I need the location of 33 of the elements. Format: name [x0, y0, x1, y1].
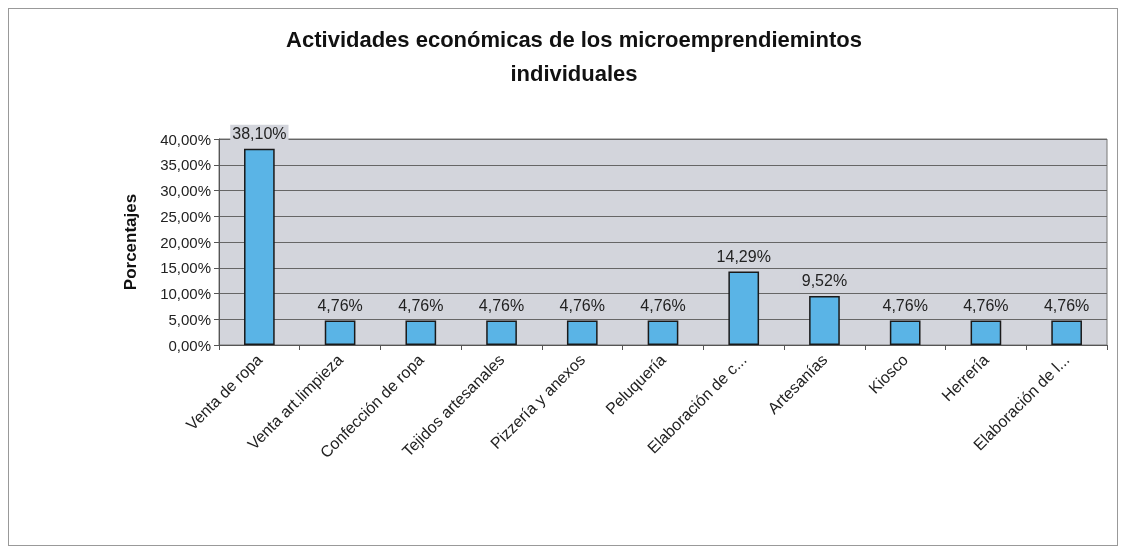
y-tick-label: 25,00%	[160, 207, 211, 225]
data-label: 9,52%	[801, 272, 848, 290]
y-tick-label: 30,00%	[160, 182, 211, 199]
data-label: 4,76%	[1043, 296, 1090, 314]
data-label: 4,76%	[478, 296, 525, 314]
data-label: 4,76%	[398, 296, 444, 314]
data-label: 4,76%	[559, 296, 605, 314]
y-tick-label: 35,00%	[160, 156, 211, 174]
bar	[889, 320, 921, 345]
y-tick-label: 20,00%	[160, 233, 211, 251]
bar	[1051, 320, 1082, 345]
bar	[486, 320, 517, 345]
data-label: 4,76%	[317, 296, 363, 314]
y-tick-label: 10,00%	[160, 285, 211, 302]
data-label: 4,76%	[963, 296, 1009, 314]
y-tick-label: 15,00%	[160, 259, 211, 277]
bar	[244, 148, 275, 345]
y-axis-title: Porcentajes	[121, 193, 140, 291]
data-label: 4,76%	[882, 296, 928, 314]
bar	[566, 320, 598, 345]
chart-title: Actividades económicas de los microemprendiemintos individuales	[286, 26, 862, 86]
data-label: 14,29%	[716, 247, 771, 265]
y-tick-label: 0,00%	[168, 336, 211, 354]
y-tick-label: 40,00%	[160, 130, 211, 148]
bar	[324, 320, 356, 345]
bar	[809, 295, 840, 345]
data-label: 4,76%	[640, 296, 686, 314]
bar	[405, 320, 437, 345]
y-tick-label: 5,00%	[168, 310, 211, 328]
bar	[647, 320, 679, 345]
bar	[970, 320, 1002, 345]
data-label: 38,10%	[232, 125, 287, 143]
bar	[728, 271, 760, 345]
